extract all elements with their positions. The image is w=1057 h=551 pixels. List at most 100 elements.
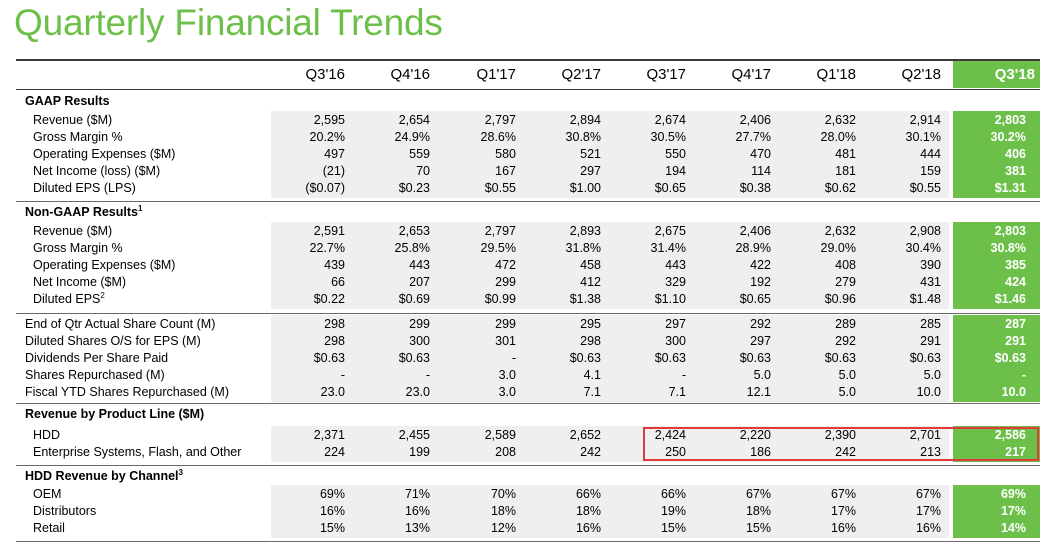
header-rule [16,89,1040,90]
table-cell: 17% [830,504,856,518]
table-cell: 2,701 [909,428,941,442]
row-label-text: Revenue ($M) [33,224,113,238]
column-header: Q3'17 [646,66,686,83]
section-divider [16,313,1040,314]
table-cell: 29.0% [820,241,856,255]
table-cell: 298 [580,334,601,348]
highlight-cell: 217 [1005,445,1026,459]
table-cell: - [511,351,516,365]
table-cell: 408 [835,258,856,272]
table-cell: 15% [745,521,771,535]
table-cell: 289 [835,317,856,331]
table-cell: 2,674 [654,113,686,127]
section-band [271,426,949,462]
footnote-marker: 2 [100,290,105,300]
table-cell: 67% [830,487,856,501]
table-cell: 2,406 [739,224,771,238]
table-cell: 16% [915,521,941,535]
table-cell: 31.4% [650,241,686,255]
table-cell: $0.69 [398,292,430,306]
table-cell: 2,797 [484,113,516,127]
table-cell: 167 [495,164,516,178]
row-label-text: Diluted EPS [33,292,101,306]
table-cell: 5.0 [753,368,771,382]
table-cell: 23.0 [405,385,430,399]
table-cell: 18% [745,504,771,518]
column-header: Q2'18 [901,66,941,83]
section-band [271,315,949,402]
table-cell: 66 [331,275,345,289]
table-cell: 390 [920,258,941,272]
table-cell: 7.1 [668,385,686,399]
table-cell: 2,406 [739,113,771,127]
row-label: Revenue ($M) [33,223,112,240]
table-cell: 30.5% [650,130,686,144]
table-cell: $1.00 [569,181,601,195]
row-label-text: Gross Margin % [33,130,123,144]
table-cell: 29.5% [480,241,516,255]
section-band [271,222,949,309]
table-cell: 2,652 [569,428,601,442]
highlight-cell: $1.31 [994,181,1026,195]
table-cell: 299 [495,275,516,289]
table-cell: 19% [660,504,686,518]
column-header: Q3'18 [994,66,1035,83]
table-cell: 114 [751,164,771,178]
highlight-cell: 291 [1005,334,1026,348]
table-cell: 412 [580,275,601,289]
table-bottom-rule [16,541,1040,542]
highlight-cell: 424 [1005,275,1026,289]
table-cell: 439 [324,258,345,272]
table-cell: 2,908 [909,224,941,238]
table-cell: 3.0 [498,385,516,399]
table-cell: 199 [409,445,430,459]
row-label-text: Net Income ($M) [33,275,127,289]
table-cell: 242 [835,445,856,459]
q3-18-highlight-band [953,111,1040,198]
row-label-text: HDD [33,428,61,442]
section-title-text: HDD Revenue by Channel [25,469,179,483]
section-title: GAAP Results [25,93,110,110]
footnote-marker: 3 [178,467,183,477]
table-cell: 2,653 [398,224,430,238]
highlight-cell: 14% [1000,521,1026,535]
table-cell: 458 [580,258,601,272]
table-cell: 181 [835,164,856,178]
table-cell: 297 [580,164,601,178]
table-cell: 194 [665,164,686,178]
row-label: Net Income (loss) ($M) [33,163,160,180]
table-cell: 159 [920,164,941,178]
table-cell: 299 [495,317,516,331]
table-cell: 431 [920,275,941,289]
table-cell: 299 [409,317,430,331]
table-cell: 22.7% [309,241,345,255]
highlight-cell: 69% [1000,487,1026,501]
table-cell: $0.65 [654,181,686,195]
table-cell: 292 [750,317,771,331]
table-top-rule [16,59,1040,61]
table-cell: 550 [665,147,686,161]
table-cell: $0.96 [824,292,856,306]
row-label-text: Diluted EPS (LPS) [33,181,136,195]
table-cell: 443 [665,258,686,272]
section-title-text: Non-GAAP Results [25,205,138,219]
table-cell: 444 [920,147,941,161]
table-cell: $0.38 [739,181,771,195]
table-cell: 23.0 [320,385,345,399]
table-cell: 580 [495,147,516,161]
highlight-cell: 385 [1005,258,1026,272]
product-line-highlight-box [643,427,1039,461]
row-label: Distributors [33,503,96,520]
highlight-cell: 381 [1005,164,1026,178]
row-label-text: Gross Margin % [33,241,123,255]
row-label-text: Operating Expenses ($M) [33,147,176,161]
table-cell: 16% [830,521,856,535]
section-title-text: Revenue by Product Line ($M) [25,407,205,421]
highlight-cell: 30.8% [990,241,1026,255]
row-label: OEM [33,486,61,503]
q3-18-highlight-band [953,426,1040,462]
section-title-text: GAAP Results [25,94,110,108]
table-cell: 292 [835,334,856,348]
table-cell: 2,591 [313,224,345,238]
row-label-text: Dividends Per Share Paid [25,351,169,365]
